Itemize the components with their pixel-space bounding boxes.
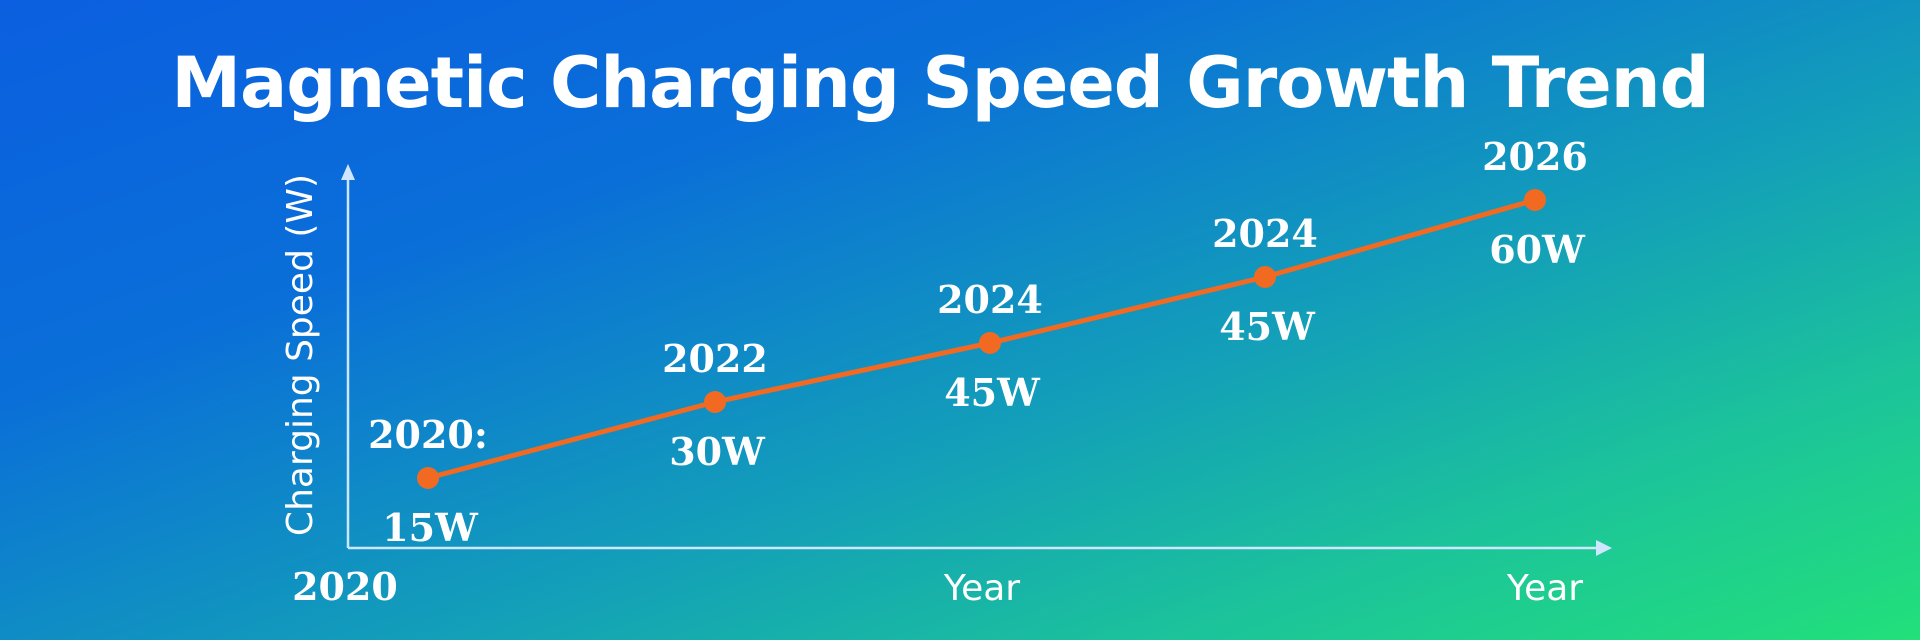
x-tick-label: 2020 <box>292 564 398 609</box>
point-value-label: 45W <box>944 370 1041 415</box>
data-point <box>704 391 726 413</box>
point-year-label: 2024 <box>1212 211 1318 256</box>
data-point <box>417 467 439 489</box>
point-year-label: 2026 <box>1482 134 1588 179</box>
point-year-label: 2024 <box>937 277 1043 322</box>
data-point <box>1254 266 1276 288</box>
chart-title: Magnetic Charging Speed Growth Trend <box>171 42 1709 124</box>
x-axis-arrow-icon <box>1596 540 1612 556</box>
x-tick-label: Year <box>1506 568 1583 609</box>
data-point <box>979 332 1001 354</box>
point-value-label: 45W <box>1219 304 1316 349</box>
point-year-label: 2020: <box>368 412 488 457</box>
point-year-label: 2022 <box>662 336 768 381</box>
y-axis-arrow-icon <box>341 164 355 180</box>
data-point <box>1524 189 1546 211</box>
point-value-label: 15W <box>382 505 479 550</box>
point-value-label: 60W <box>1489 227 1586 272</box>
point-value-label: 30W <box>669 429 766 474</box>
x-tick-label: Year <box>943 568 1020 609</box>
y-axis-label: Charging Speed (W) <box>280 174 321 536</box>
